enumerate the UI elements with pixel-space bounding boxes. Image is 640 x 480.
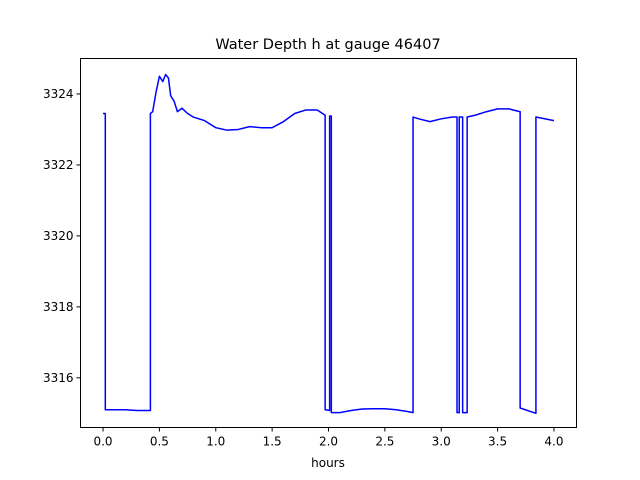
plot-line-layer [103, 73, 555, 415]
x-tick-label: 3.0 [432, 435, 451, 449]
x-tick-label: 1.0 [206, 435, 225, 449]
chart-title: Water Depth h at gauge 46407 [215, 37, 440, 53]
y-tick-label: 3324 [43, 87, 74, 101]
y-axis: 3316 3318 3320 3322 3324 [43, 87, 81, 385]
x-tick-label: 2.0 [319, 435, 338, 449]
x-tick-label: 4.0 [544, 435, 563, 449]
y-tick-label: 3320 [43, 229, 74, 243]
x-tick-label: 0.0 [93, 435, 112, 449]
x-tick-label: 3.5 [488, 435, 507, 449]
y-tick-label: 3322 [43, 158, 74, 172]
x-axis-label: hours [311, 456, 345, 470]
series-line-0 [103, 73, 555, 415]
y-tick-label: 3318 [43, 300, 74, 314]
x-axis: 0.0 0.5 1.0 1.5 2.0 2.5 3.0 3.5 4.0 [93, 427, 564, 449]
x-tick-label: 0.5 [150, 435, 169, 449]
x-tick-label: 1.5 [263, 435, 282, 449]
y-tick-label: 3316 [43, 371, 74, 385]
x-tick-label: 2.5 [375, 435, 394, 449]
